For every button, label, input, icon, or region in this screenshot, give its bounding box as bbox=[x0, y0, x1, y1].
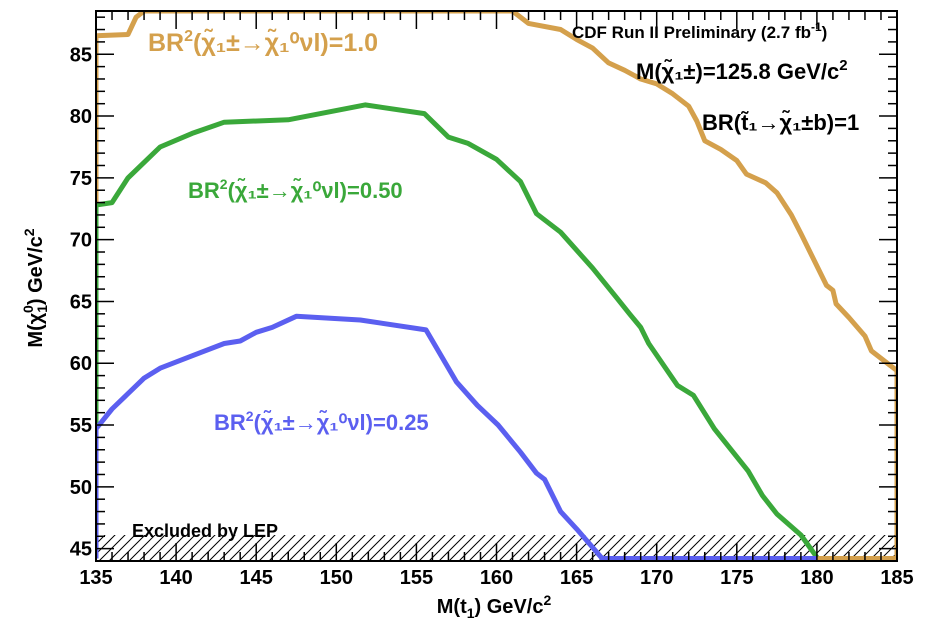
x-tick-label: 135 bbox=[79, 567, 112, 589]
lep-label: Excluded by LEP bbox=[132, 521, 278, 541]
series-label-1p0: BR2(χ̃₁±→χ̃₁⁰νl)=1.0 bbox=[148, 28, 378, 57]
x-tick-label: 180 bbox=[800, 567, 833, 589]
y-tick-label: 85 bbox=[70, 44, 92, 66]
x-tick-label: 150 bbox=[320, 567, 353, 589]
tick-layer: 135 140 145 150 155 160 165 170 175 180 185 45 50 55 6… bbox=[70, 11, 914, 589]
x-tick-label: 155 bbox=[400, 567, 433, 589]
y-tick-label: 80 bbox=[70, 106, 92, 128]
y-tick-label: 45 bbox=[70, 539, 92, 561]
y-tick-label: 75 bbox=[70, 168, 92, 190]
experiment-label: CDF Run II Preliminary (2.7 fb-1) bbox=[572, 20, 827, 42]
x-tick-label: 175 bbox=[720, 567, 753, 589]
plot-frame bbox=[95, 10, 898, 562]
y-tick-label: 50 bbox=[70, 477, 92, 499]
series-label-0p50: BR2(χ̃₁±→χ̃₁⁰νl)=0.50 bbox=[188, 176, 403, 203]
y-tick-label: 60 bbox=[70, 353, 92, 375]
series-line-1 bbox=[96, 102, 819, 559]
x-tick-label: 140 bbox=[159, 567, 192, 589]
x-tick-label: 185 bbox=[880, 567, 913, 589]
x-axis-title: M(t1) GeV/c2 bbox=[437, 592, 552, 621]
series-label-0p25: BR2(χ̃₁±→χ̃₁⁰νl)=0.25 bbox=[214, 408, 429, 435]
y-axis-title: M(χ10) GeV/c2 bbox=[20, 228, 50, 347]
x-tick-label: 145 bbox=[240, 567, 273, 589]
x-tick-label: 160 bbox=[480, 567, 513, 589]
series-line-2 bbox=[96, 313, 817, 561]
x-tick-label: 165 bbox=[560, 567, 593, 589]
stop-br-label: BR(t̃₁→χ̃₁±b)=1 bbox=[702, 110, 859, 135]
y-tick-label: 55 bbox=[70, 415, 92, 437]
series-layer bbox=[96, 11, 897, 561]
chargino-mass-label: M(χ̃₁±)=125.8 GeV/c2 bbox=[636, 57, 848, 84]
series-line-0 bbox=[96, 11, 897, 561]
x-tick-label: 170 bbox=[640, 567, 673, 589]
y-tick-label: 70 bbox=[70, 230, 92, 252]
y-tick-label: 65 bbox=[70, 291, 92, 313]
